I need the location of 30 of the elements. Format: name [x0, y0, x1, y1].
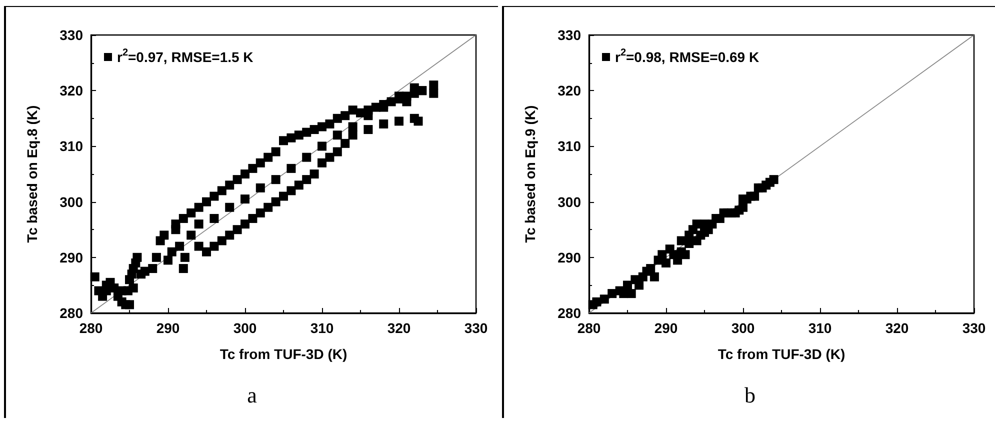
y-tick-label: 290	[60, 249, 84, 266]
y-tick-label: 300	[557, 194, 581, 210]
x-tick-label: 280	[576, 320, 600, 336]
y-tick-label: 290	[557, 249, 581, 266]
x-axis-title: Tc from TUF-3D (K)	[717, 346, 845, 362]
y-tick-label: 300	[60, 194, 84, 210]
y-tick-label: 320	[60, 82, 84, 99]
x-tick-label: 320	[884, 320, 908, 336]
x-tick-label: 320	[387, 320, 411, 336]
x-tick-label: 290	[654, 320, 678, 336]
x-axis-title: Tc from TUF-3D (K)	[220, 346, 348, 362]
y-tick-label: 310	[60, 138, 84, 154]
x-tick-label: 290	[156, 320, 180, 336]
y-tick-label: 310	[557, 138, 581, 154]
x-tick-label: 330	[962, 320, 986, 336]
x-tick-label: 300	[730, 320, 754, 336]
text: b	[744, 382, 755, 408]
y-tick-label: 330	[60, 27, 84, 43]
y-axis-title: Tc based on Eq.9 (K)	[522, 105, 538, 243]
text: a	[247, 382, 258, 408]
x-tick-label: 310	[310, 320, 334, 336]
y-tick-label: 280	[557, 305, 581, 321]
y-tick-label: 320	[557, 82, 581, 99]
x-tick-label: 330	[464, 320, 488, 336]
y-axis-title: Tc based on Eq.8 (K)	[24, 105, 40, 243]
x-tick-label: 310	[808, 320, 832, 336]
x-tick-label: 280	[79, 320, 103, 336]
x-tick-label: 300	[233, 320, 257, 336]
y-tick-label: 330	[557, 27, 581, 43]
y-tick-label: 280	[60, 305, 84, 321]
